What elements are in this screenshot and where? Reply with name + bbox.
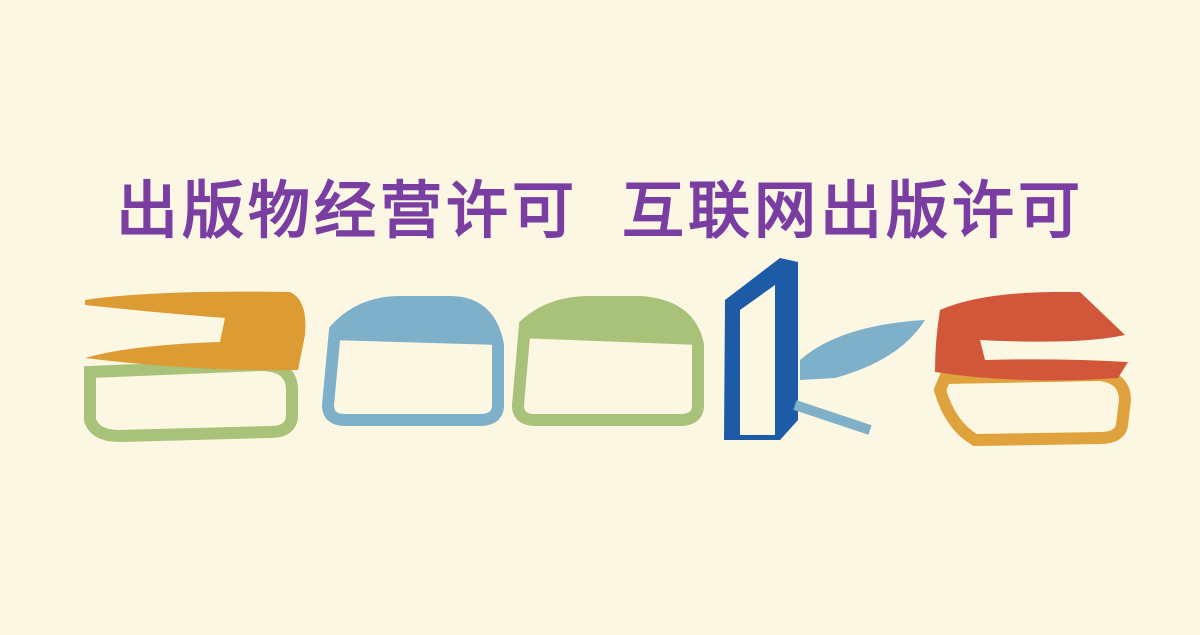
book-k-leaf [800,320,925,380]
book-k-leg [793,400,872,435]
license-title: 互联网出版许可 [622,174,1085,247]
book-s-lower [933,368,1132,447]
book-k-page [740,285,775,435]
headline: 出版物经营许可 互联网出版许可 [0,160,1200,250]
book-o1-cover [330,300,500,345]
book-b-lower [84,358,298,443]
license-title: 出版物经营许可 [115,174,578,247]
book-b-upper [85,291,306,371]
book-o2-cover [518,298,700,345]
book-s-upper [935,291,1128,381]
